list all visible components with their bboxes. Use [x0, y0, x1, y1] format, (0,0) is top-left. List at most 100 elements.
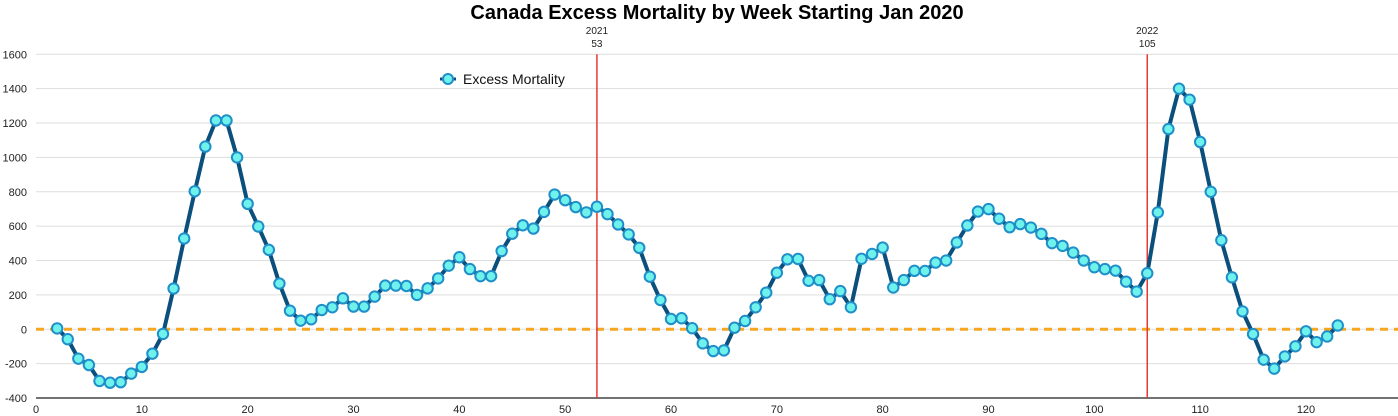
series-excess-mortality — [50, 82, 1344, 389]
year-marker-label: 2022 — [1136, 26, 1159, 37]
y-tick-label: 1600 — [3, 49, 27, 61]
y-tick-label: 1400 — [3, 84, 27, 96]
data-point — [421, 282, 434, 295]
data-point — [1236, 305, 1249, 318]
x-tick-label: 100 — [1085, 404, 1103, 416]
x-tick-label: 120 — [1297, 404, 1315, 416]
data-point — [982, 202, 995, 216]
data-point — [1320, 330, 1334, 343]
data-point — [685, 322, 699, 335]
data-point — [442, 259, 455, 272]
data-point — [1056, 239, 1069, 253]
x-tick-label: 10 — [136, 404, 148, 416]
data-point — [1014, 217, 1027, 231]
data-point — [1289, 340, 1302, 353]
data-point — [1024, 221, 1038, 234]
data-point — [347, 300, 360, 313]
data-point — [167, 282, 180, 295]
data-point — [728, 321, 741, 334]
data-point — [876, 241, 889, 254]
data-point — [717, 344, 731, 357]
data-point — [103, 376, 117, 389]
x-tick-label: 40 — [453, 404, 465, 416]
data-point — [156, 327, 170, 341]
data-point — [1088, 261, 1101, 274]
data-point — [294, 314, 307, 327]
data-point — [1246, 327, 1260, 341]
data-point — [368, 290, 381, 303]
data-point — [1109, 264, 1122, 277]
data-point — [1193, 135, 1207, 149]
data-point — [834, 284, 847, 298]
data-point — [125, 367, 138, 380]
data-point — [738, 314, 752, 328]
chart-title: Canada Excess Mortality by Week Starting… — [470, 2, 963, 24]
data-point — [463, 262, 477, 276]
data-point — [357, 300, 371, 313]
data-point — [1204, 185, 1217, 198]
data-point — [135, 360, 149, 374]
data-point — [336, 292, 350, 305]
data-point — [326, 301, 339, 314]
data-point — [209, 114, 223, 127]
data-point — [760, 286, 773, 299]
data-point — [527, 222, 540, 235]
data-point — [93, 374, 106, 388]
year-marker-week-label: 53 — [591, 39, 603, 50]
data-point — [1225, 271, 1239, 284]
data-point — [696, 337, 709, 350]
data-point — [61, 333, 74, 346]
x-tick-label: 50 — [559, 404, 571, 416]
data-point — [844, 301, 858, 314]
data-point — [379, 279, 392, 292]
data-point — [961, 219, 974, 232]
year-marker-label: 2021 — [586, 26, 609, 37]
data-point — [908, 264, 921, 278]
x-tick-label: 0 — [33, 404, 39, 416]
x-tick-label: 60 — [665, 404, 677, 416]
data-point — [1162, 122, 1175, 136]
data-point — [82, 358, 96, 372]
data-point — [188, 185, 201, 198]
legend-label: Excess Mortality — [463, 71, 565, 87]
data-point — [199, 140, 212, 153]
data-point — [283, 304, 297, 317]
data-point — [1215, 234, 1228, 247]
data-point — [929, 256, 942, 269]
data-point — [601, 207, 614, 221]
data-point — [484, 269, 498, 283]
y-tick-label: 1000 — [3, 152, 27, 164]
legend-marker-icon — [442, 73, 454, 85]
series-line — [55, 86, 1340, 385]
data-point — [1003, 220, 1016, 234]
data-point — [262, 243, 276, 257]
data-point — [72, 352, 85, 365]
data-point — [823, 292, 836, 306]
data-point — [749, 301, 762, 314]
data-point — [887, 281, 900, 294]
data-point — [865, 247, 879, 261]
data-point — [1141, 267, 1154, 280]
data-point — [315, 303, 328, 317]
data-point — [1130, 285, 1143, 298]
data-point — [918, 264, 932, 278]
x-tick-label: 70 — [771, 404, 783, 416]
data-point — [897, 273, 911, 287]
data-point — [1151, 206, 1165, 219]
data-point — [495, 244, 508, 258]
data-point — [992, 212, 1006, 225]
data-point — [654, 293, 667, 307]
x-tick-label: 80 — [877, 404, 889, 416]
y-tick-label: 1200 — [3, 118, 27, 130]
data-point — [580, 206, 593, 219]
data-point — [791, 252, 805, 266]
y-tick-label: 400 — [9, 256, 27, 268]
data-point — [950, 236, 963, 249]
data-point — [220, 114, 233, 127]
data-point — [516, 219, 530, 232]
data-point — [707, 344, 720, 358]
data-point — [1119, 275, 1133, 288]
data-point — [770, 266, 784, 279]
data-point — [474, 269, 487, 283]
